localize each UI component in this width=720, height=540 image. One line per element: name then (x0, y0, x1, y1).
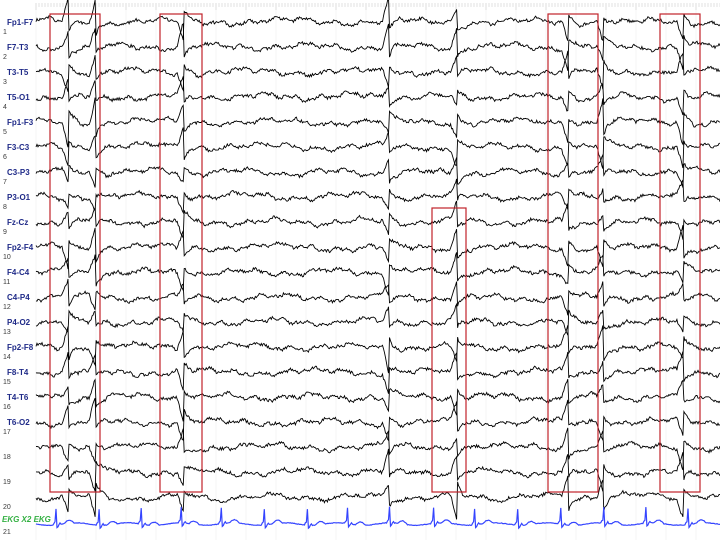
channel-index: 6 (3, 154, 7, 161)
channel-label: C4-P4 (7, 293, 30, 302)
channel-label: P3-O1 (7, 193, 31, 202)
channel-index: 2 (3, 54, 7, 61)
channel-label: F8-T4 (7, 368, 29, 377)
channel-label: T4-T6 (7, 393, 29, 402)
ekg-label: EKG X2 EKG (2, 515, 51, 524)
channel-index: 13 (3, 329, 11, 336)
channel-label: Fz-Cz (7, 218, 28, 227)
channel-label: Fp2-F4 (7, 243, 34, 252)
channel-label: P4-O2 (7, 318, 31, 327)
channel-index: 9 (3, 229, 7, 236)
channel-label: F7-T3 (7, 43, 29, 52)
channel-label: T6-O2 (7, 418, 30, 427)
eeg-viewer: Fp1-F71F7-T32T3-T53T5-O14Fp1-F35F3-C36C3… (0, 0, 720, 540)
channel-index: 21 (3, 529, 11, 536)
channel-index: 3 (3, 79, 7, 86)
channel-index: 7 (3, 179, 7, 186)
channel-label: F3-C3 (7, 143, 30, 152)
channel-label: F4-C4 (7, 268, 30, 277)
channel-index: 12 (3, 304, 11, 311)
channel-index: 16 (3, 404, 11, 411)
channel-index: 1 (3, 29, 7, 36)
channel-label: T3-T5 (7, 68, 29, 77)
channel-label: Fp2-F8 (7, 343, 34, 352)
channel-index: 15 (3, 379, 11, 386)
channel-index: 14 (3, 354, 11, 361)
channel-label: Fp1-F7 (7, 18, 34, 27)
channel-index: 10 (3, 254, 11, 261)
channel-index: 8 (3, 204, 7, 211)
channel-label: Fp1-F3 (7, 118, 34, 127)
channel-index: 11 (3, 279, 10, 286)
channel-label: C3-P3 (7, 168, 30, 177)
channel-label: T5-O1 (7, 93, 30, 102)
channel-index: 19 (3, 479, 11, 486)
channel-index: 4 (3, 104, 7, 111)
channel-index: 17 (3, 429, 11, 436)
channel-index: 18 (3, 454, 11, 461)
channel-index: 5 (3, 129, 7, 136)
channel-index: 20 (3, 504, 11, 511)
